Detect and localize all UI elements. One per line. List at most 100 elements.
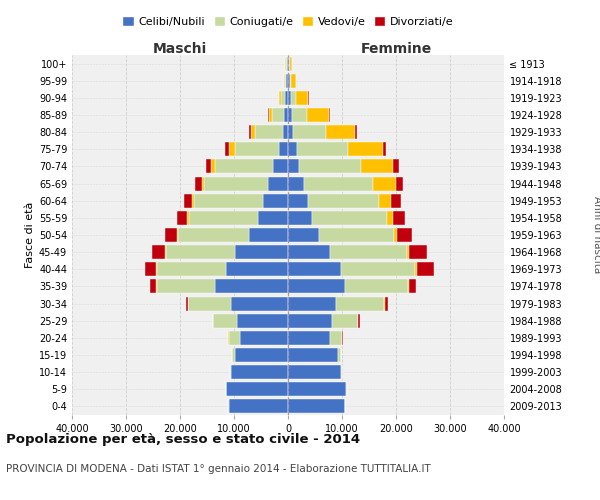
Bar bbox=[288, 348, 338, 362]
Bar bbox=[355, 125, 356, 139]
Bar bbox=[289, 56, 290, 70]
Bar bbox=[212, 314, 214, 328]
Bar bbox=[288, 245, 330, 259]
Bar bbox=[185, 296, 188, 310]
Bar bbox=[383, 142, 386, 156]
Bar bbox=[232, 365, 288, 379]
Bar bbox=[332, 314, 358, 328]
Bar bbox=[188, 296, 232, 310]
Text: PROVINCIA DI MODENA - Dati ISTAT 1° gennaio 2014 - Elaborazione TUTTITALIA.IT: PROVINCIA DI MODENA - Dati ISTAT 1° genn… bbox=[6, 464, 431, 474]
Bar bbox=[296, 91, 308, 105]
Bar bbox=[284, 74, 285, 88]
Bar bbox=[258, 211, 288, 225]
Bar bbox=[194, 176, 202, 190]
Bar bbox=[283, 125, 288, 139]
Bar bbox=[292, 108, 307, 122]
Bar bbox=[385, 296, 388, 310]
Bar bbox=[150, 280, 156, 293]
Bar bbox=[241, 331, 288, 345]
Bar bbox=[184, 194, 192, 207]
Bar bbox=[308, 194, 379, 207]
Bar bbox=[235, 245, 288, 259]
Bar bbox=[290, 91, 296, 105]
Bar bbox=[211, 160, 215, 173]
Bar bbox=[288, 142, 296, 156]
Bar bbox=[269, 108, 272, 122]
Bar bbox=[236, 314, 288, 328]
Bar bbox=[304, 176, 373, 190]
Bar bbox=[268, 176, 288, 190]
Bar bbox=[290, 74, 291, 88]
Bar bbox=[232, 348, 235, 362]
Bar bbox=[288, 400, 344, 413]
Bar bbox=[288, 125, 293, 139]
Bar bbox=[285, 74, 286, 88]
Bar bbox=[166, 245, 235, 259]
Bar bbox=[330, 245, 407, 259]
Bar bbox=[288, 160, 299, 173]
Bar bbox=[415, 262, 417, 276]
Bar bbox=[178, 228, 249, 242]
Bar bbox=[226, 142, 229, 156]
Bar bbox=[187, 211, 188, 225]
Bar bbox=[235, 142, 279, 156]
Bar bbox=[288, 194, 308, 207]
Legend: Celibi/Nubili, Coniugati/e, Vedovi/e, Divorziati/e: Celibi/Nubili, Coniugati/e, Vedovi/e, Di… bbox=[118, 12, 458, 32]
Bar bbox=[293, 125, 326, 139]
Bar bbox=[319, 228, 394, 242]
Bar bbox=[202, 176, 204, 190]
Bar bbox=[348, 142, 383, 156]
Bar bbox=[157, 262, 226, 276]
Bar bbox=[361, 160, 394, 173]
Text: Popolazione per età, sesso e stato civile - 2014: Popolazione per età, sesso e stato civil… bbox=[6, 432, 360, 446]
Bar bbox=[296, 142, 348, 156]
Bar bbox=[288, 365, 341, 379]
Bar bbox=[230, 365, 232, 379]
Bar bbox=[232, 296, 288, 310]
Bar bbox=[391, 194, 401, 207]
Bar bbox=[290, 56, 292, 70]
Bar bbox=[235, 348, 288, 362]
Text: Femmine: Femmine bbox=[361, 42, 431, 56]
Bar bbox=[326, 125, 355, 139]
Bar bbox=[394, 160, 399, 173]
Bar bbox=[268, 108, 269, 122]
Bar bbox=[397, 228, 412, 242]
Bar bbox=[206, 160, 211, 173]
Bar bbox=[249, 228, 288, 242]
Bar bbox=[393, 211, 405, 225]
Bar bbox=[358, 314, 359, 328]
Bar bbox=[229, 400, 288, 413]
Bar bbox=[288, 74, 290, 88]
Bar bbox=[165, 245, 166, 259]
Bar bbox=[344, 280, 408, 293]
Bar bbox=[286, 91, 288, 105]
Bar bbox=[330, 331, 342, 345]
Bar bbox=[288, 91, 290, 105]
Bar bbox=[387, 211, 393, 225]
Bar bbox=[251, 125, 254, 139]
Bar bbox=[177, 228, 178, 242]
Bar bbox=[409, 245, 427, 259]
Bar bbox=[177, 211, 187, 225]
Bar bbox=[284, 108, 288, 122]
Bar bbox=[313, 211, 387, 225]
Bar bbox=[288, 262, 341, 276]
Bar bbox=[288, 280, 344, 293]
Bar bbox=[229, 142, 235, 156]
Bar bbox=[407, 245, 409, 259]
Bar bbox=[394, 228, 397, 242]
Bar bbox=[157, 280, 215, 293]
Bar bbox=[152, 245, 165, 259]
Bar bbox=[379, 194, 391, 207]
Bar bbox=[373, 176, 396, 190]
Bar bbox=[274, 160, 288, 173]
Bar bbox=[288, 296, 335, 310]
Bar bbox=[286, 56, 287, 70]
Bar bbox=[396, 176, 403, 190]
Bar bbox=[409, 280, 416, 293]
Bar bbox=[215, 160, 274, 173]
Bar bbox=[341, 262, 415, 276]
Bar bbox=[288, 314, 332, 328]
Bar bbox=[341, 365, 342, 379]
